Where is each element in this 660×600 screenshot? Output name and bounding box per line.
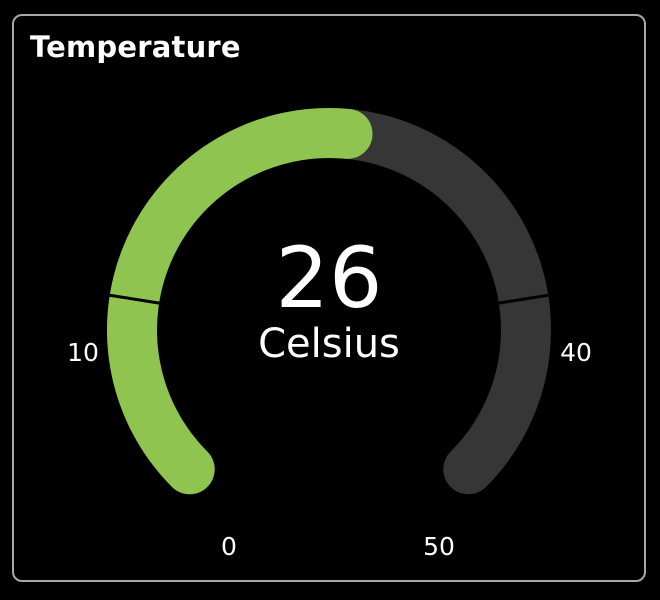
gauge-unit: Celsius [258,321,400,367]
tick-mark-40 [497,293,550,305]
card-title: Temperature [30,30,241,64]
tick-label-50: 50 [423,532,455,561]
gauge-fill [107,108,373,495]
tick-label-0: 0 [221,532,237,561]
tick-label-40: 40 [560,338,592,367]
tick-mark-10 [108,293,161,305]
gauge-value: 26 [276,229,383,327]
tick-label-10: 10 [67,338,99,367]
